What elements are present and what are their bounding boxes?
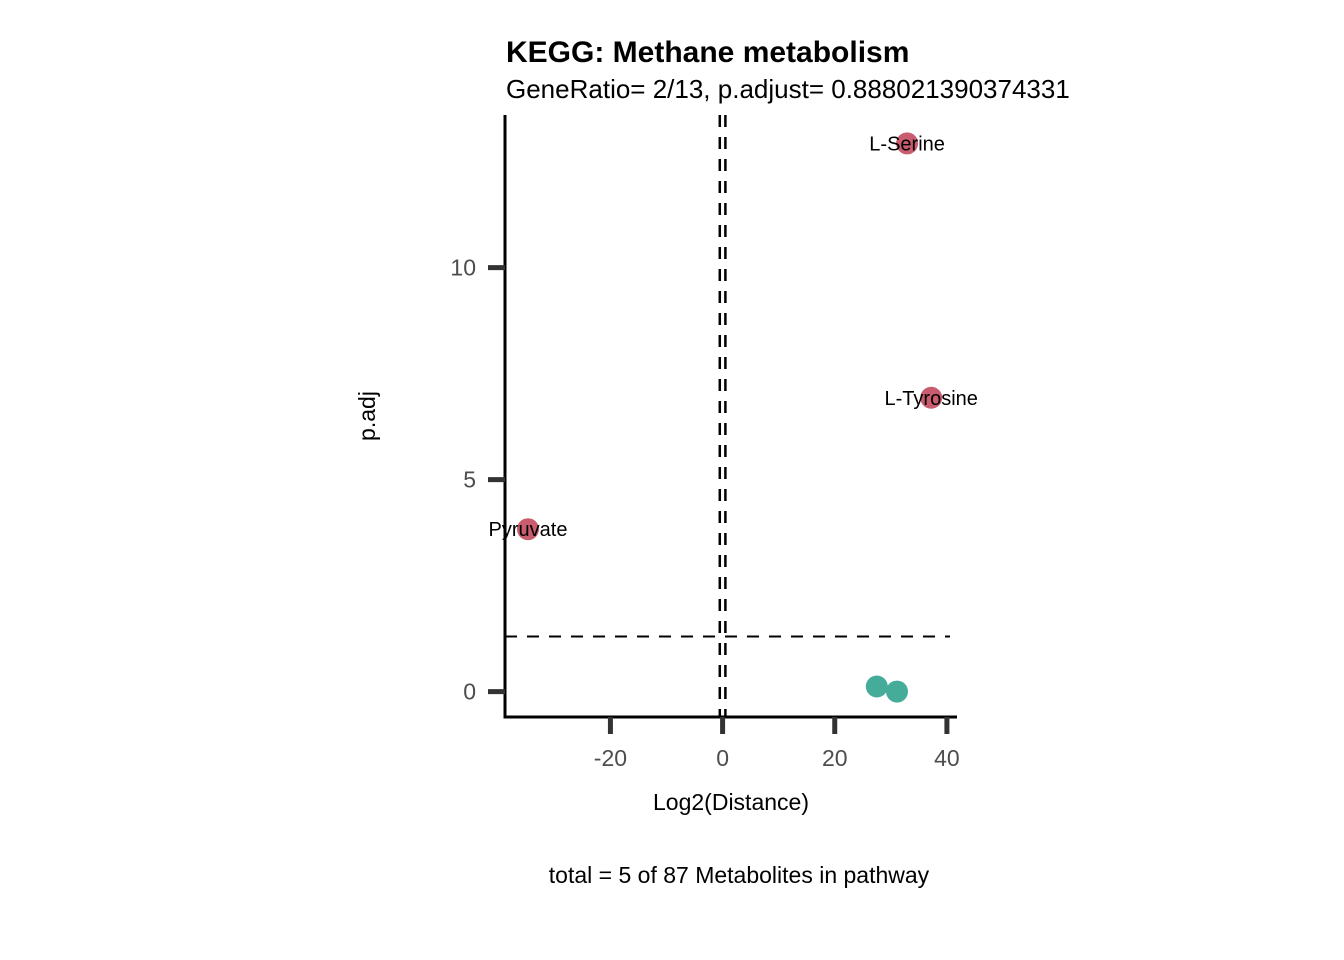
x-axis-label: Log2(Distance) xyxy=(653,789,809,815)
point-label-0: L-Serine xyxy=(869,133,945,155)
x-tick-label: 20 xyxy=(822,745,848,771)
y-axis-label: p.adj xyxy=(354,391,380,441)
x-tick-label: 0 xyxy=(716,745,729,771)
y-tick-label: 0 xyxy=(463,679,476,705)
data-point-0 xyxy=(896,132,919,155)
point-label-2: Pyruvate xyxy=(489,519,568,541)
y-tick-label: 10 xyxy=(450,255,476,281)
data-point-1 xyxy=(920,386,943,409)
y-tick-label: 5 xyxy=(463,467,476,493)
data-point-3 xyxy=(865,675,888,698)
chart-caption: total = 5 of 87 Metabolites in pathway xyxy=(549,862,930,888)
x-tick-label: -20 xyxy=(594,745,627,771)
chart-title: KEGG: Methane metabolism xyxy=(506,36,909,69)
point-label-1: L-Tyrosine xyxy=(885,388,978,410)
data-point-2 xyxy=(516,518,539,541)
chart-subtitle: GeneRatio= 2/13, p.adjust= 0.88802139037… xyxy=(506,74,1070,104)
x-tick-label: 40 xyxy=(934,745,960,771)
data-point-4 xyxy=(885,680,908,703)
